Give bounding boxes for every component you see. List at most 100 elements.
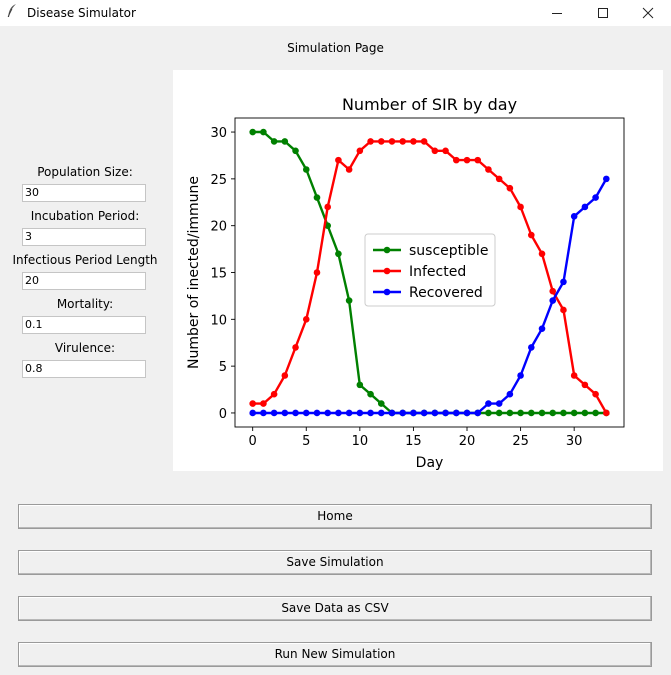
y-tick-label: 5 bbox=[219, 360, 227, 375]
data-point-infected bbox=[581, 381, 589, 389]
data-point-susceptible bbox=[538, 409, 546, 417]
data-point-recovered bbox=[313, 409, 321, 417]
maximize-icon bbox=[598, 8, 608, 18]
data-point-recovered bbox=[249, 409, 256, 417]
data-point-recovered bbox=[260, 409, 267, 417]
legend-label: susceptible bbox=[409, 243, 488, 259]
data-point-recovered bbox=[603, 175, 610, 183]
data-point-susceptible bbox=[581, 409, 589, 417]
data-point-infected bbox=[560, 306, 567, 314]
data-point-susceptible bbox=[270, 138, 278, 145]
x-axis-label: Day bbox=[416, 455, 444, 471]
data-point-infected bbox=[260, 400, 267, 407]
data-point-infected bbox=[485, 166, 492, 173]
data-point-recovered bbox=[281, 409, 289, 417]
mortality-label: Mortality: bbox=[56, 297, 114, 311]
data-point-infected bbox=[367, 138, 374, 145]
data-point-infected bbox=[463, 156, 471, 164]
data-point-susceptible bbox=[302, 166, 310, 173]
virulence-label: Virulence: bbox=[54, 341, 116, 355]
data-point-recovered bbox=[452, 409, 460, 417]
data-point-infected bbox=[592, 390, 599, 398]
data-point-susceptible bbox=[292, 147, 299, 155]
run-new-simulation-button[interactable]: Run New Simulation bbox=[18, 642, 652, 667]
data-point-infected bbox=[324, 203, 331, 211]
data-point-infected bbox=[399, 138, 407, 145]
data-point-recovered bbox=[399, 409, 407, 417]
data-point-infected bbox=[495, 175, 503, 183]
data-point-recovered bbox=[388, 409, 396, 417]
population-size-label: Population Size: bbox=[37, 165, 133, 179]
incubation-period-label: Incubation Period: bbox=[30, 209, 140, 223]
legend-swatch-marker bbox=[383, 246, 391, 254]
data-point-infected bbox=[292, 344, 299, 351]
data-point-infected bbox=[431, 147, 439, 155]
series-line-recovered bbox=[252, 178, 608, 415]
x-tick-label: 5 bbox=[302, 434, 310, 449]
data-point-infected bbox=[377, 138, 385, 145]
data-point-recovered bbox=[345, 409, 353, 417]
chart-panel: 0 5 10 15 20 25 30 0 5 10 15 20 25 30 Number of SIR by… bbox=[173, 70, 663, 471]
minimize-button[interactable] bbox=[534, 0, 580, 26]
sir-chart: 0 5 10 15 20 25 30 0 5 10 15 20 25 30 Number of SIR by… bbox=[186, 95, 625, 471]
data-point-infected bbox=[270, 390, 278, 398]
data-point-recovered bbox=[324, 409, 331, 417]
data-point-infected bbox=[345, 166, 353, 173]
incubation-period-input[interactable]: 3 bbox=[22, 228, 146, 246]
x-tick-label: 30 bbox=[566, 434, 583, 449]
close-icon bbox=[642, 7, 654, 19]
data-point-infected bbox=[302, 316, 310, 323]
data-point-recovered bbox=[270, 409, 278, 417]
data-point-recovered bbox=[495, 400, 503, 407]
y-axis-label: Number of inected/immune bbox=[186, 176, 202, 369]
data-point-susceptible bbox=[570, 409, 578, 417]
population-size-input[interactable]: 30 bbox=[22, 184, 146, 202]
legend-swatch-marker bbox=[383, 267, 391, 275]
data-point-recovered bbox=[528, 344, 535, 351]
data-point-infected bbox=[517, 203, 524, 211]
legend-box bbox=[364, 233, 496, 307]
data-point-infected bbox=[474, 156, 482, 164]
close-button[interactable] bbox=[625, 0, 671, 26]
save-simulation-button[interactable]: Save Simulation bbox=[18, 550, 652, 575]
data-point-infected bbox=[538, 250, 546, 258]
data-point-recovered bbox=[538, 325, 546, 332]
y-tick-label: 0 bbox=[219, 407, 227, 422]
data-point-susceptible bbox=[249, 128, 256, 136]
home-button[interactable]: Home bbox=[18, 504, 652, 529]
data-point-recovered bbox=[377, 409, 385, 417]
data-point-recovered bbox=[570, 213, 578, 220]
data-point-recovered bbox=[463, 409, 471, 417]
x-tick-label: 20 bbox=[459, 434, 476, 449]
data-point-recovered bbox=[335, 409, 342, 417]
data-point-recovered bbox=[367, 409, 374, 417]
infectious-period-input[interactable]: 20 bbox=[22, 272, 146, 290]
data-point-susceptible bbox=[495, 409, 503, 417]
legend-swatch-marker bbox=[383, 288, 391, 296]
maximize-button[interactable] bbox=[580, 0, 626, 26]
data-point-recovered bbox=[517, 372, 524, 379]
data-point-recovered bbox=[292, 409, 299, 417]
save-csv-button[interactable]: Save Data as CSV bbox=[18, 596, 652, 621]
x-tick-label: 15 bbox=[405, 434, 422, 449]
series-line-infected bbox=[252, 140, 608, 414]
data-point-recovered bbox=[420, 409, 428, 417]
data-point-infected bbox=[249, 400, 256, 407]
y-tick-label: 20 bbox=[210, 220, 227, 235]
data-point-susceptible bbox=[313, 194, 321, 201]
mortality-input[interactable]: 0.1 bbox=[22, 316, 146, 334]
data-point-infected bbox=[356, 147, 364, 155]
data-point-susceptible bbox=[281, 138, 289, 145]
minimize-icon bbox=[552, 13, 562, 14]
data-point-susceptible bbox=[345, 297, 353, 304]
data-point-infected bbox=[528, 231, 535, 239]
data-point-susceptible bbox=[549, 409, 557, 417]
y-tick-label: 25 bbox=[210, 173, 227, 188]
data-point-infected bbox=[410, 138, 417, 145]
virulence-input[interactable]: 0.8 bbox=[22, 360, 146, 378]
data-point-recovered bbox=[549, 297, 557, 304]
legend-label: Infected bbox=[409, 264, 466, 280]
data-point-susceptible bbox=[367, 390, 374, 398]
data-point-recovered bbox=[474, 409, 482, 417]
data-point-recovered bbox=[506, 390, 514, 398]
